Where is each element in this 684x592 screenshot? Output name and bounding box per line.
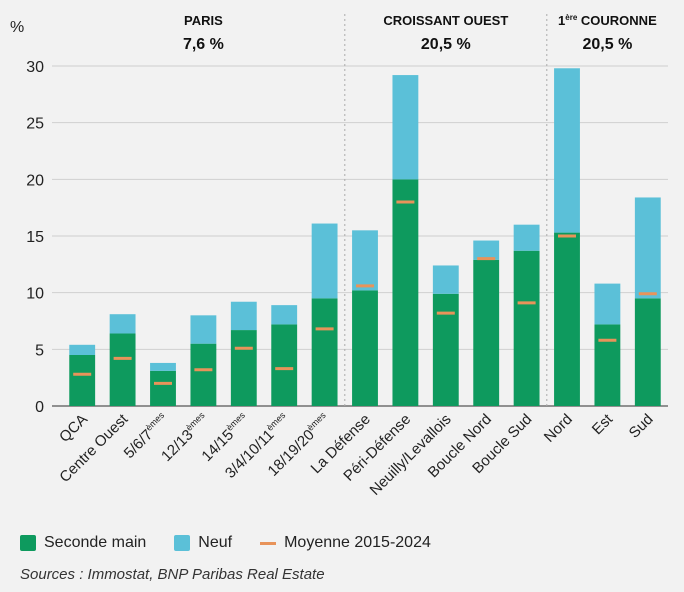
y-tick-label: 25 [26,116,44,133]
legend-label-moyenne: Moyenne 2015-2024 [284,534,431,551]
bar-neuf [392,75,419,180]
y-tick-label: 10 [26,286,44,303]
bar-seconde-main [109,333,136,406]
bar-seconde-main [190,343,217,406]
y-axis-label: % [10,19,24,36]
legend: Seconde main Neuf Moyenne 2015-2024 [20,534,459,552]
bar-neuf [634,197,661,299]
bar-seconde-main [392,179,419,406]
group-value: 20,5 % [582,36,632,53]
legend-item-seconde-main: Seconde main [20,534,146,552]
bar-neuf [432,265,459,294]
y-tick-label: 15 [26,229,44,246]
legend-swatch-seconde-main [20,535,36,551]
y-tick-label: 30 [26,59,44,76]
source-note: Sources : Immostat, BNP Paribas Real Est… [20,566,325,583]
group-title: PARIS [184,13,223,28]
stacked-bar-chart: % 0 5 10 15 20 25 30 PARIS 7,6 % CROISSANT OUEST… [10,13,668,499]
legend-item-moyenne: Moyenne 2015-2024 [260,534,431,552]
bar-seconde-main [513,250,540,406]
y-tick-label: 5 [35,342,44,359]
legend-label-neuf: Neuf [198,534,233,551]
group-title: 1ère COURONNE [558,13,657,28]
bar-seconde-main [473,259,500,406]
bars [69,68,661,406]
bar-seconde-main [432,293,459,406]
average-markers [73,200,657,385]
bar-seconde-main [150,370,176,406]
group-title: CROISSANT OUEST [383,13,508,28]
bar-neuf [190,315,217,344]
group-value: 7,6 % [183,36,224,53]
bar-neuf [230,301,257,331]
bar-seconde-main [594,324,621,406]
legend-swatch-moyenne [260,541,277,545]
bar-neuf [271,305,298,325]
bar-neuf [311,223,338,299]
bar-seconde-main [311,298,338,406]
y-tick-label: 20 [26,172,44,189]
y-axis: % 0 5 10 15 20 25 30 [10,19,44,416]
bar-seconde-main [230,330,257,406]
bar-seconde-main [69,355,96,406]
bar-neuf [513,224,540,251]
bar-neuf [69,344,96,355]
legend-swatch-neuf [174,535,191,551]
group-value: 20,5 % [421,36,471,53]
bar-neuf [352,230,378,291]
bar-neuf [109,314,136,334]
x-tick-label: QCA [56,411,91,446]
bar-seconde-main [352,290,378,406]
x-tick-label: Est [589,410,617,438]
bar-seconde-main [554,232,580,406]
x-tick-label: Nord [541,411,576,446]
bar-neuf [473,240,500,260]
bar-neuf [594,283,621,325]
bar-neuf [150,362,176,371]
bar-seconde-main [634,298,661,406]
legend-item-neuf: Neuf [174,534,232,552]
y-tick-label: 0 [35,399,44,416]
x-tick-label: Sud [626,411,657,442]
group-separators [344,14,548,406]
bar-seconde-main [271,324,298,406]
group-headers: PARIS 7,6 % CROISSANT OUEST 20,5 % 1ère COUR… [183,13,657,53]
bar-neuf [554,68,580,233]
legend-label-seconde-main: Seconde main [44,534,147,551]
